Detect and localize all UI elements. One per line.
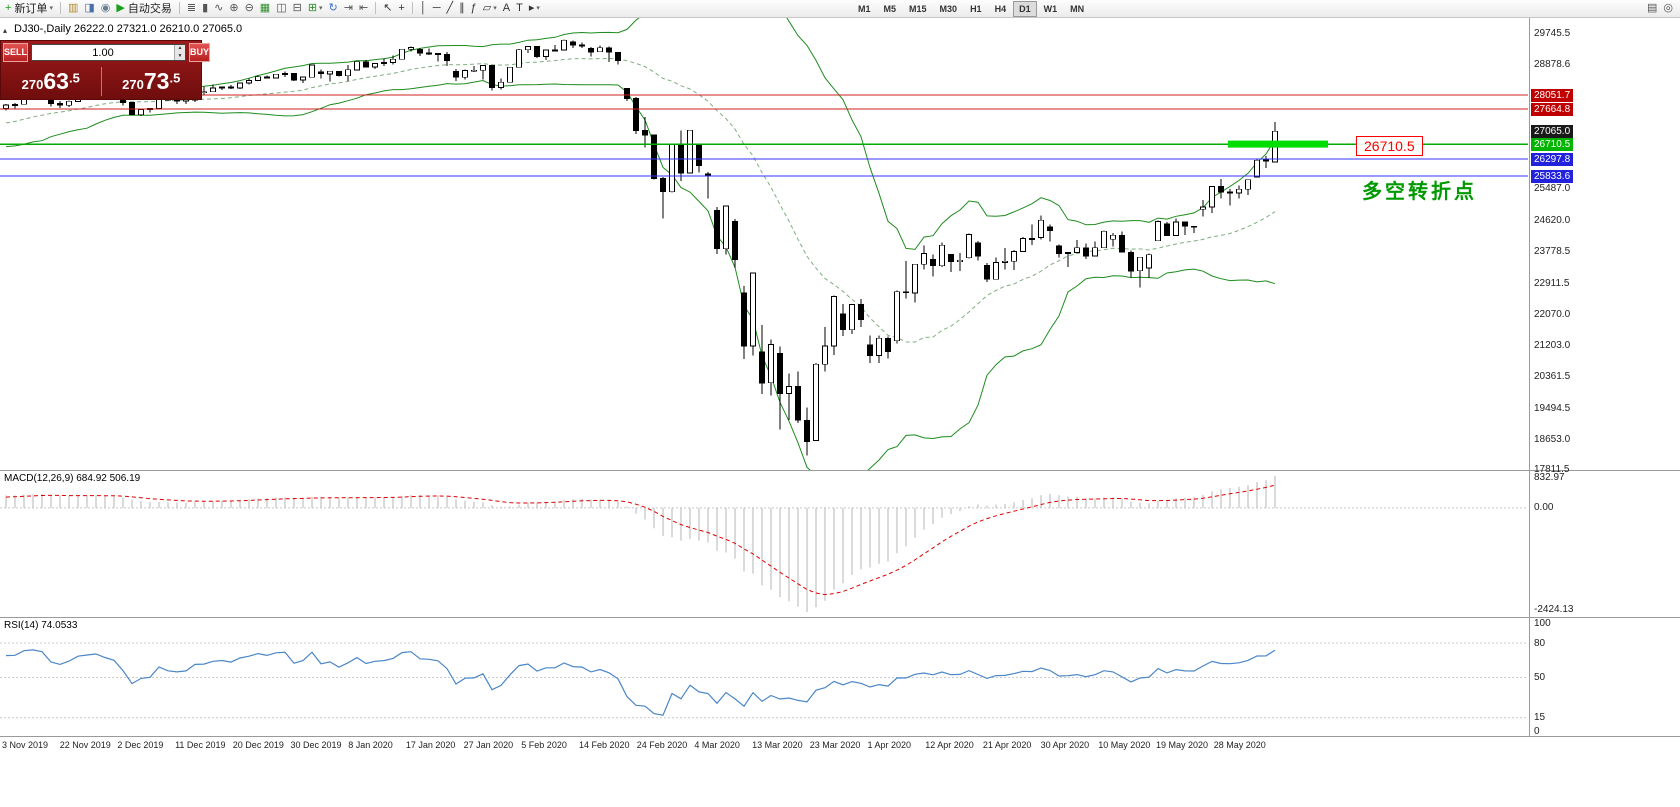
shapes-icon[interactable]: ▱ ▾	[482, 1, 497, 14]
line-chart-icon[interactable]: ∿	[214, 1, 224, 14]
toolbar-separator	[178, 2, 180, 14]
timeframe-toolbar: M1 M5 M15 M30 H1 H4 D1 W1 MN	[852, 1, 1091, 17]
cascade-windows-icon[interactable]: ◫	[276, 1, 287, 14]
toolbar-separator	[375, 2, 377, 14]
ohlc-bars-icon[interactable]: ≣	[186, 1, 197, 14]
green-highlight-bar[interactable]	[1228, 140, 1328, 148]
crosshair-icon[interactable]: +	[398, 1, 405, 14]
refresh-icon[interactable]: ↻	[328, 1, 338, 14]
trade-panel-controls: SELL ▲ ▼ BUY	[1, 41, 211, 64]
channel-icon[interactable]: ∥	[459, 1, 465, 14]
cursor-icon[interactable]: ↖	[383, 1, 393, 14]
bid-price: 27063.5	[21, 68, 80, 94]
macd-plot	[0, 476, 1528, 612]
search-icon[interactable]: ◎	[1663, 2, 1673, 14]
horizontal-level-lines[interactable]	[0, 94, 1528, 177]
timeframe-h4-button[interactable]: H4	[994, 4, 1007, 14]
volume-up-button[interactable]: ▲	[174, 45, 186, 53]
timeframe-m1-button[interactable]: M1	[858, 4, 871, 14]
quote-prices: 27063.5 27073.5	[1, 64, 201, 99]
one-click-collapse-arrow[interactable]: ▴	[3, 26, 8, 35]
chart-shift-icon[interactable]: ⇥	[343, 1, 353, 14]
ask-price: 27073.5	[122, 68, 181, 94]
candlesticks	[3, 39, 1278, 456]
text-label-icon[interactable]: T	[516, 1, 523, 14]
tile-windows-icon[interactable]: ▦	[259, 1, 271, 14]
text-icon[interactable]: A	[502, 1, 511, 14]
zoom-in-icon[interactable]: ⊕	[229, 1, 239, 14]
market-watch-icon[interactable]: ◨	[84, 1, 95, 14]
buy-button[interactable]: BUY	[189, 43, 211, 62]
quote-divider	[100, 67, 102, 96]
chinese-note-annotation[interactable]: 多空转折点	[1362, 181, 1477, 203]
timeframe-mn-button[interactable]: MN	[1070, 4, 1085, 14]
auto-arrange-icon[interactable]: ⊟	[292, 1, 302, 14]
volume-down-button[interactable]: ▼	[174, 52, 186, 60]
autotrading-button[interactable]: ▶ 自动交易	[116, 1, 172, 16]
timeframe-m5-button[interactable]: M5	[883, 4, 897, 14]
candlestick-chart-icon[interactable]: ▮	[202, 1, 209, 14]
timeframe-m15-button[interactable]: M15	[909, 4, 927, 14]
timeframe-h1-button[interactable]: H1	[970, 4, 982, 14]
bollinger-bands	[5, 17, 1276, 470]
panel-separator[interactable]	[0, 617, 1680, 618]
date-axis-separator	[0, 736, 1680, 737]
macd-indicator-label: MACD(12,26,9) 684.92 506.19	[4, 473, 141, 484]
arrow-tools-icon[interactable]: ▸ ▾	[528, 1, 540, 14]
one-click-trading-panel: SELL ▲ ▼ BUY 27063.5 27073.5	[0, 40, 211, 100]
toolbar-left-group: + 新订单 ▾ ▥ ◨ ◉ ▶ 自动交易 ≣ ▮ ∿ ⊕ ⊖ ▦ ◫ ⊟ ⊞ ▾ ↻ ⇥ ⇤ ↖ + │ ─ ╱ ∥ ƒ ▱ ▾ A T ▸ ▾	[0, 0, 1680, 16]
toolbar-separator	[411, 2, 413, 14]
main-toolbar: + 新订单 ▾ ▥ ◨ ◉ ▶ 自动交易 ≣ ▮ ∿ ⊕ ⊖ ▦ ◫ ⊟ ⊞ ▾ ↻ ⇥ ⇤ ↖ + │ ─ ╱ ∥ ƒ ▱ ▾ A T ▸ ▾ …	[0, 0, 1680, 18]
chart-ohlc-header: DJ30-,Daily 26222.0 27321.0 26210.0 2706…	[14, 23, 243, 35]
volume-input[interactable]	[32, 45, 175, 60]
horizontal-line-icon[interactable]: ─	[432, 1, 441, 14]
timeframe-m30-button[interactable]: M30	[939, 4, 958, 14]
volume-spinner: ▲ ▼	[174, 45, 186, 60]
price-axis-line	[1529, 17, 1530, 736]
trendline-icon[interactable]: ╱	[446, 1, 454, 14]
charts-grid-icon[interactable]: ▥	[67, 1, 79, 14]
timeframe-d1-button[interactable]: D1	[1013, 1, 1037, 17]
panel-separator[interactable]	[0, 470, 1680, 471]
rsi-indicator-label: RSI(14) 74.0533	[4, 620, 78, 631]
price-callout-label[interactable]: 26710.5	[1356, 136, 1423, 156]
timeframe-w1-button[interactable]: W1	[1043, 4, 1058, 14]
data-window-icon[interactable]: ◉	[100, 1, 111, 14]
add-indicator-button[interactable]: ⊞ ▾	[307, 1, 323, 14]
vertical-line-icon[interactable]: │	[419, 1, 427, 14]
sell-button[interactable]: SELL	[3, 43, 29, 62]
fibonacci-icon[interactable]: ƒ	[470, 1, 477, 14]
toolbar-right-group: ▤ ◎	[1644, 1, 1676, 16]
volume-box: ▲ ▼	[31, 44, 187, 61]
zoom-out-icon[interactable]: ⊖	[244, 1, 254, 14]
toolbar-separator	[59, 2, 61, 14]
print-icon[interactable]: ▤	[1646, 2, 1658, 14]
auto-scroll-icon[interactable]: ⇤	[358, 1, 369, 14]
rsi-plot	[0, 642, 1528, 719]
new-order-button[interactable]: + 新订单 ▾	[5, 1, 53, 16]
